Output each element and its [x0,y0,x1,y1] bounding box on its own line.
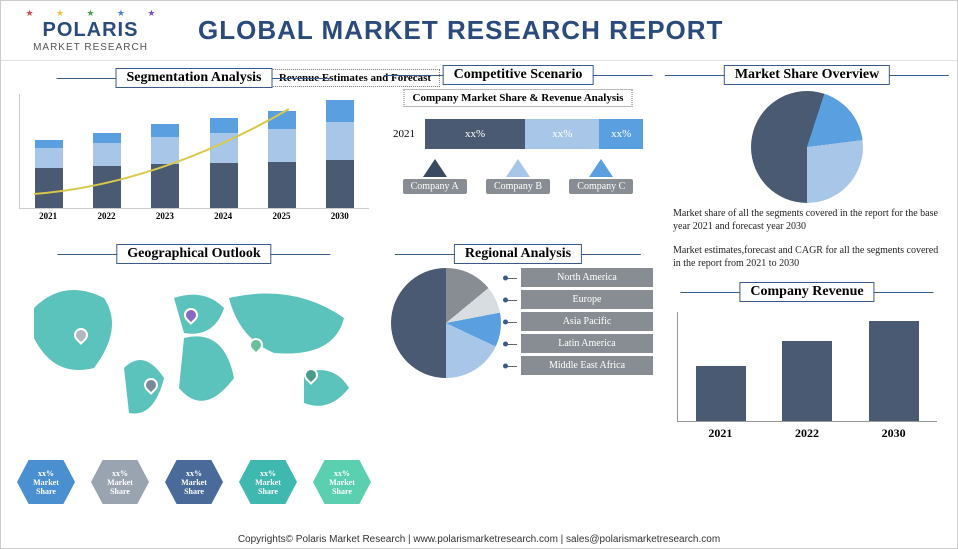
logo-main-text: POLARIS [43,19,139,42]
market-share-desc: Market share of all the segments covered… [657,203,957,237]
page-title: GLOBAL MARKET RESEARCH REPORT [168,15,945,46]
segmentation-block [93,166,121,208]
segmentation-column [35,140,63,208]
segmentation-column [210,118,238,208]
competitive-legend-label: Company C [569,179,633,194]
revenue-bar [696,366,746,421]
competitive-title: Competitive Scenario [443,65,594,85]
segmentation-block [326,100,354,122]
competitive-chart: 2021 xx%xx%xx% Company ACompany BCompany… [393,119,643,194]
segmentation-block [35,168,63,208]
year-label: 2022 [795,426,819,441]
header: ★ ★ ★ ★ ★ POLARIS MARKET RESEARCH GLOBAL MAR… [1,1,957,61]
segmentation-desc: Market estimates,forecast and CAGR for a… [657,244,957,274]
geo-panel: Geographical Outlook xx%MarketSharexx%Ma… [9,244,379,519]
segmentation-block [151,137,179,164]
triangle-icon [506,159,530,177]
year-label: 2030 [331,211,349,221]
triangle-icon [423,159,447,177]
segmentation-column [268,111,296,208]
competitive-segment: xx% [425,119,525,149]
segmentation-block [326,122,354,160]
competitive-segment: xx% [599,119,643,149]
star-icon: ★ [26,8,34,19]
logo-sub-text: MARKET RESEARCH [33,42,148,53]
competitive-legend-label: Company A [403,179,467,194]
star-icon: ★ [86,8,94,19]
triangle-icon [589,159,613,177]
segmentation-block [210,163,238,208]
geo-badges: xx%MarketShare xx%MarketShare xx%MarketSha… [9,460,379,504]
competitive-legend-item: Company C [569,159,633,194]
segmentation-desc-and-revenue: Market estimates,forecast and CAGR for a… [657,244,957,519]
segmentation-chart [19,94,369,209]
logo: ★ ★ ★ ★ ★ POLARIS MARKET RESEARCH [13,8,168,53]
star-icon: ★ [117,8,125,19]
regional-list: North America Europe Asia Pacific Latin Ame… [521,268,653,378]
competitive-panel: Competitive Scenario Company Market Shar… [383,65,653,240]
segmentation-block [210,133,238,163]
competitive-bar-segments: xx%xx%xx% [425,119,643,149]
year-label: 2021 [39,211,57,221]
year-label: 2023 [156,211,174,221]
segmentation-panel: Segmentation Analysis Revenue Estimates … [9,65,379,240]
segmentation-year-labels: 2021 2022 2023 2024 2025 2030 [19,211,369,221]
regional-pie [391,268,501,378]
revenue-bar [869,321,919,421]
year-label: 2030 [882,426,906,441]
region-item: Europe [521,290,653,309]
segmentation-block [268,111,296,129]
segmentation-column [93,133,121,208]
competitive-segment: xx% [525,119,599,149]
segmentation-column [326,100,354,208]
logo-stars: ★ ★ ★ ★ ★ [26,8,156,19]
geo-badge: xx%MarketShare [91,460,149,504]
segmentation-block [268,162,296,208]
revenue-chart [677,312,937,422]
footer-text: Copyrights© Polaris Market Research | ww… [1,531,957,548]
geo-title: Geographical Outlook [116,244,271,264]
revenue-year-labels: 2021 2022 2030 [677,426,937,441]
segmentation-block [35,148,63,168]
revenue-title: Company Revenue [739,282,874,302]
market-share-pie [751,91,863,203]
revenue-bar [782,341,832,421]
star-icon: ★ [56,8,64,19]
region-item: Middle East Africa [521,356,653,375]
region-item: North America [521,268,653,287]
segmentation-block [93,133,121,143]
region-item: Latin America [521,334,653,353]
year-label: 2024 [214,211,232,221]
regional-title: Regional Analysis [454,244,582,264]
competitive-legend-label: Company B [486,179,550,194]
year-label: 2025 [272,211,290,221]
map-svg [14,268,374,428]
segmentation-block [268,129,296,162]
segmentation-block [151,124,179,137]
market-share-panel: Market Share Overview Market share of al… [657,65,957,240]
competitive-legend-item: Company A [403,159,467,194]
year-label: 2021 [708,426,732,441]
year-label: 2022 [97,211,115,221]
star-icon: ★ [147,8,155,19]
competitive-year: 2021 [393,128,425,140]
segmentation-block [151,164,179,208]
regional-panel: Regional Analysis North America Europe Asi… [383,244,653,519]
world-map [14,268,374,428]
segmentation-title: Segmentation Analysis [116,68,273,88]
segmentation-block [35,140,63,148]
competitive-legend-item: Company B [486,159,550,194]
market-share-title: Market Share Overview [724,65,890,85]
segmentation-block [210,118,238,133]
region-item: Asia Pacific [521,312,653,331]
geo-badge: xx%MarketShare [17,460,75,504]
segmentation-block [326,160,354,208]
geo-badge: xx%MarketShare [313,460,371,504]
segmentation-column [151,124,179,208]
competitive-legend: Company A Company B Company C [393,159,643,194]
geo-badge: xx%MarketShare [165,460,223,504]
segmentation-block [93,143,121,166]
geo-badge: xx%MarketShare [239,460,297,504]
competitive-subtitle: Company Market Share & Revenue Analysis [404,89,633,107]
